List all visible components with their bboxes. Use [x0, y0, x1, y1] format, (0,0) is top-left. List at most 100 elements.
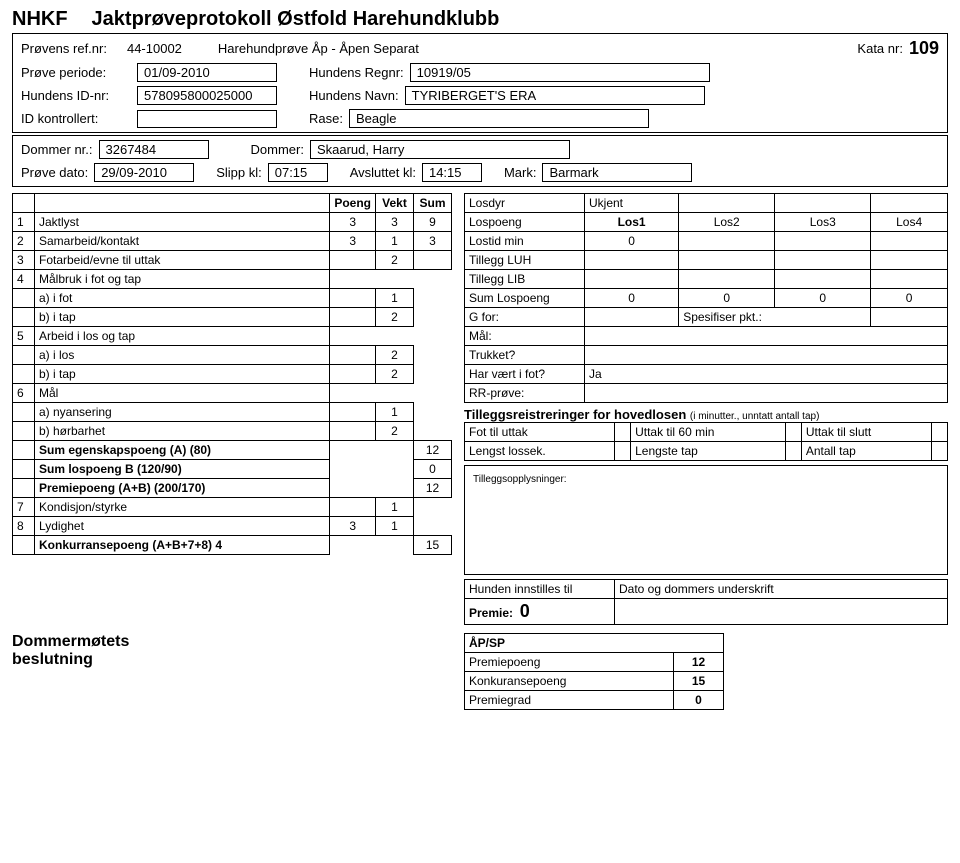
refnr-value: 44-10002 — [127, 41, 182, 56]
navn-value: TYRIBERGET'S ERA — [405, 86, 705, 105]
idkontr-label: ID kontrollert: — [21, 111, 131, 126]
los3-label: Los3 — [775, 213, 871, 232]
mark-value: Barmark — [542, 163, 692, 182]
regnr-value: 10919/05 — [410, 63, 710, 82]
premiepoeng-label: Premiepoeng — [465, 653, 674, 672]
judge-box: Dommer nr.: 3267484 Dommer: Skaarud, Har… — [12, 135, 948, 187]
losdyr-label: Losdyr — [465, 194, 585, 213]
rase-value: Beagle — [349, 109, 649, 128]
trial-box: Prøvens ref.nr: 44-10002 Harehundprøve Å… — [12, 33, 948, 133]
lostid-label: Lostid min — [465, 232, 585, 251]
lengst-label: Lengst lossek. — [465, 442, 615, 461]
table-row: a) i los2 — [13, 346, 452, 365]
table-row: 8Lydighet31 — [13, 517, 452, 536]
rase-label: Rase: — [309, 111, 343, 126]
col-sum: Sum — [414, 194, 452, 213]
gfor-label: G for: — [465, 308, 585, 327]
los-table: LosdyrUkjent Lospoeng Los1 Los2 Los3 Los… — [464, 193, 948, 403]
dommernr-value: 3267484 — [99, 140, 209, 159]
table-row: 2Samarbeid/kontakt313 — [13, 232, 452, 251]
decision-table: Hunden innstilles til Dato og dommers un… — [464, 579, 948, 625]
tluh-label: Tillegg LUH — [465, 251, 585, 270]
sumlos-2: 0 — [679, 289, 775, 308]
table-row: 3Fotarbeid/evne til uttak2 — [13, 251, 452, 270]
periode-value: 01/09-2010 — [137, 63, 277, 82]
table-row: 5Arbeid i los og tap — [13, 327, 452, 346]
page-header: NHKF Jaktprøveprotokoll Østfold Harehund… — [12, 8, 948, 31]
grad-value: 0 — [674, 691, 724, 710]
navn-label: Hundens Navn: — [309, 88, 399, 103]
opp-label: Tilleggsopplysninger: — [473, 474, 567, 485]
table-row: 1Jaktlyst339 — [13, 213, 452, 232]
refnr-label: Prøvens ref.nr: — [21, 41, 107, 56]
sumlos-1: 0 — [585, 289, 679, 308]
table-row: b) i tap2 — [13, 365, 452, 384]
regnr-label: Hundens Regnr: — [309, 65, 404, 80]
idkontr-value — [137, 110, 277, 128]
trukket-label: Trukket? — [465, 346, 585, 365]
dm-label2: beslutning — [12, 651, 452, 669]
konk-value: 15 — [674, 672, 724, 691]
los2-label: Los2 — [679, 213, 775, 232]
tillegg-opplysninger-box: Tilleggsopplysninger: — [464, 465, 948, 575]
dm-label1: Dommermøtets — [12, 633, 452, 651]
los1-label: Los1 — [585, 213, 679, 232]
score-table: Poeng Vekt Sum 1Jaktlyst339 2Samarbeid/k… — [12, 193, 452, 555]
idnr-label: Hundens ID-nr: — [21, 88, 131, 103]
periode-label: Prøve periode: — [21, 65, 131, 80]
rr-label: RR-prøve: — [465, 384, 585, 403]
los4-label: Los4 — [871, 213, 948, 232]
dato-label: Prøve dato: — [21, 165, 88, 180]
premiepoeng-value: 12 — [674, 653, 724, 672]
col-vekt: Vekt — [376, 194, 414, 213]
u60-label: Uttak til 60 min — [631, 423, 786, 442]
innstilles-label: Hunden innstilles til — [465, 580, 615, 599]
table-row: a) i fot1 — [13, 289, 452, 308]
sumlos-3: 0 — [775, 289, 871, 308]
spes-label: Spesifiser pkt.: — [679, 308, 871, 327]
atap-label: Antall tap — [801, 442, 931, 461]
dommernr-label: Dommer nr.: — [21, 142, 93, 157]
idnr-value: 578095800025000 — [137, 86, 277, 105]
org-name: NHKF — [12, 8, 68, 31]
tillegg-title: Tilleggsreistreringer for hovedlosen — [464, 407, 686, 422]
losdyr-value: Ukjent — [585, 194, 679, 213]
fot-label: Fot til uttak — [465, 423, 615, 442]
ltap-label: Lengste tap — [631, 442, 786, 461]
tillegg-header: Tilleggsreistreringer for hovedlosen (i … — [464, 407, 948, 422]
table-row: Sum egenskapspoeng (A) (80)12 — [13, 441, 452, 460]
grad-label: Premiegrad — [465, 691, 674, 710]
kata-value: 109 — [909, 38, 939, 59]
table-row: Premiepoeng (A+B) (200/170)12 — [13, 479, 452, 498]
sumlos-label: Sum Lospoeng — [465, 289, 585, 308]
konk-label: Konkuransepoeng — [465, 672, 674, 691]
dato-sign-label: Dato og dommers underskrift — [615, 580, 948, 599]
dato-value: 29/09-2010 — [94, 163, 194, 182]
table-row: 7Kondisjon/styrke1 — [13, 498, 452, 517]
uslutt-label: Uttak til slutt — [801, 423, 931, 442]
table-row: 6Mål — [13, 384, 452, 403]
table-row: b) i tap2 — [13, 308, 452, 327]
apsp-label: ÅP/SP — [465, 634, 724, 653]
sumlos-4: 0 — [871, 289, 948, 308]
dommer-label: Dommer: — [251, 142, 304, 157]
harfot-value: Ja — [585, 365, 948, 384]
trial-type: Harehundprøve Åp - Åpen Separat — [218, 41, 419, 56]
slipp-label: Slipp kl: — [216, 165, 262, 180]
table-row: b) hørbarhet2 — [13, 422, 452, 441]
table-row: Sum lospoeng B (120/90)0 — [13, 460, 452, 479]
table-row: Konkurransepoeng (A+B+7+8) 415 — [13, 536, 452, 555]
table-row: a) nyansering1 — [13, 403, 452, 422]
maal-label: Mål: — [465, 327, 585, 346]
table-row: 4Målbruk i fot og tap — [13, 270, 452, 289]
premie-value: 0 — [520, 601, 530, 621]
slipp-value: 07:15 — [268, 163, 328, 182]
tlib-label: Tillegg LIB — [465, 270, 585, 289]
dommer-value: Skaarud, Harry — [310, 140, 570, 159]
lostid-value: 0 — [585, 232, 679, 251]
premie-label: Premie: — [469, 606, 513, 620]
mark-label: Mark: — [504, 165, 537, 180]
result-table: ÅP/SP Premiepoeng12 Konkuransepoeng15 Pr… — [464, 633, 724, 710]
avsluttet-value: 14:15 — [422, 163, 482, 182]
harfot-label: Har vært i fot? — [465, 365, 585, 384]
